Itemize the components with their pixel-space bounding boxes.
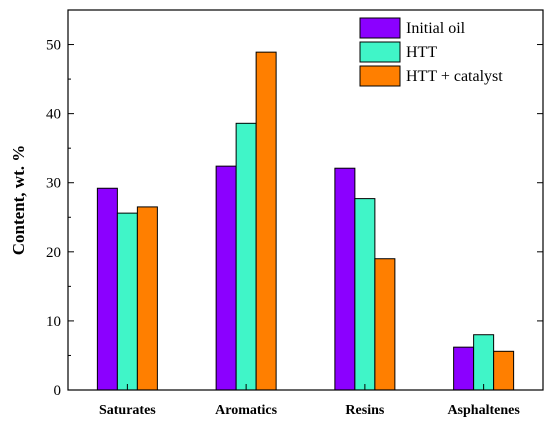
- bar-aromatics-htt-catalyst: [255, 51, 277, 391]
- legend-swatch: [359, 65, 401, 87]
- bar-resins-htt-catalyst: [374, 258, 396, 391]
- y-tick-label: 10: [46, 314, 61, 330]
- x-category-label: Resins: [345, 403, 384, 418]
- legend-label: HTT: [406, 44, 437, 61]
- legend: Initial oil HTT HTT + catalyst: [359, 17, 503, 87]
- bar-aromatics-htt: [235, 122, 257, 391]
- legend-swatch: [359, 17, 401, 39]
- bar-asphaltenes-initial-oil: [453, 346, 475, 391]
- y-axis-title: Content, wt. %: [9, 145, 28, 256]
- legend-label: HTT + catalyst: [406, 68, 503, 85]
- bar-aromatics-initial-oil: [215, 165, 237, 391]
- bars-group: [96, 51, 515, 391]
- legend-swatch: [359, 41, 401, 63]
- bar-saturates-initial-oil: [96, 187, 118, 391]
- y-tick-label: 0: [54, 383, 62, 399]
- bar-saturates-htt: [116, 212, 138, 391]
- y-tick-label: 40: [46, 107, 61, 123]
- bar-resins-initial-oil: [334, 167, 356, 391]
- x-category-label: Saturates: [99, 403, 156, 418]
- bar-resins-htt: [354, 198, 376, 391]
- x-category-label: Asphaltenes: [447, 403, 520, 418]
- y-tick-label: 30: [46, 176, 61, 192]
- bar-asphaltenes-htt: [473, 334, 495, 391]
- x-category-label: Aromatics: [215, 403, 277, 418]
- y-tick-label: 20: [46, 245, 61, 261]
- bar-asphaltenes-htt-catalyst: [493, 350, 515, 391]
- bar-saturates-htt-catalyst: [136, 206, 158, 391]
- x-labels-group: Saturates Aromatics Resins Asphaltenes: [99, 384, 520, 418]
- legend-label: Initial oil: [406, 20, 466, 37]
- plot-frame: [67, 9, 544, 391]
- y-tick-label: 50: [46, 38, 61, 54]
